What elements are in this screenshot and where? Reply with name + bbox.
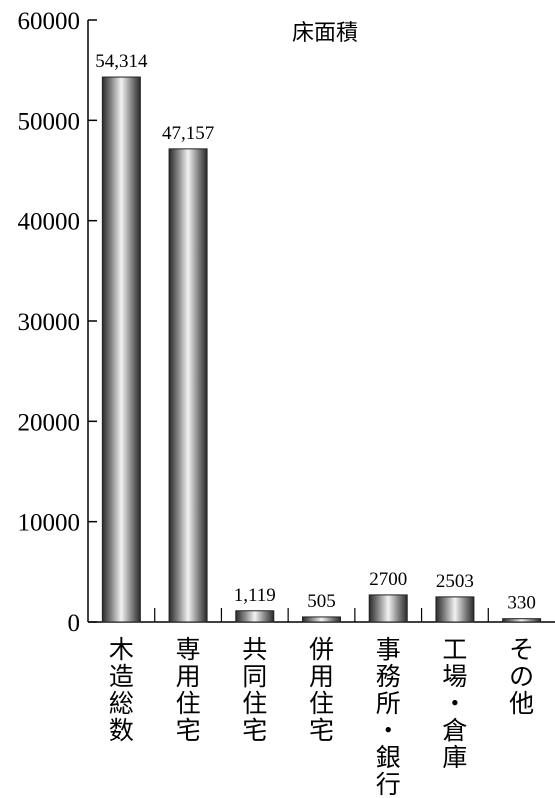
y-tick-label: 30000	[18, 309, 81, 336]
bar	[302, 616, 341, 623]
bar	[368, 594, 408, 623]
y-tick-label: 20000	[18, 409, 81, 436]
value-label: 505	[307, 591, 336, 612]
category-label: 共同住宅	[242, 635, 267, 745]
bar	[235, 610, 275, 623]
value-label: 2503	[436, 571, 474, 592]
y-tick-label: 60000	[18, 8, 81, 35]
category-label: 木造総数	[109, 635, 134, 745]
bar	[168, 148, 208, 623]
bar	[502, 618, 542, 623]
value-label: 1,119	[234, 585, 276, 606]
value-label: 2700	[369, 569, 407, 590]
value-label: 47,157	[162, 123, 214, 144]
category-label: 専用住宅	[176, 635, 201, 745]
y-tick-label: 0	[68, 610, 81, 637]
y-tick-label: 50000	[18, 108, 81, 135]
value-label: 330	[507, 593, 536, 614]
value-label: 54,314	[95, 51, 148, 72]
bars	[101, 76, 542, 623]
category-label: 工場・倉庫	[442, 635, 467, 772]
bar	[435, 596, 475, 623]
labels: 54,314 木造総数 47,157 専用住宅 1,119 共同住宅 505 併用住宅 2700…	[95, 51, 536, 798]
category-label: 併用住宅	[309, 635, 334, 745]
bar	[101, 76, 141, 623]
category-label: その他	[509, 635, 534, 718]
chart-title: 床面積	[292, 21, 358, 46]
y-tick-label: 10000	[18, 510, 81, 537]
y-tick-label: 40000	[18, 209, 81, 236]
axes: 0 10000 20000 30000 40000 50000 60000	[18, 8, 555, 637]
category-label: 事務所・銀行	[376, 635, 401, 798]
